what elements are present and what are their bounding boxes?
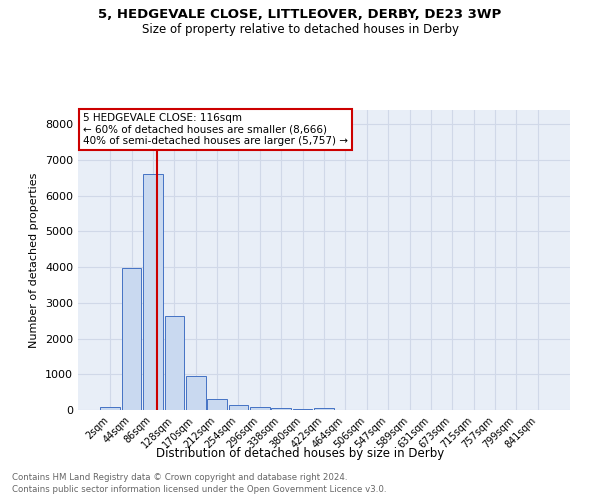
Bar [143,174,163,410]
Bar [164,316,184,410]
Bar [250,407,269,410]
Text: Contains public sector information licensed under the Open Government Licence v3: Contains public sector information licen… [12,485,386,494]
Bar [293,408,313,410]
Text: Contains HM Land Registry data © Crown copyright and database right 2024.: Contains HM Land Registry data © Crown c… [12,472,347,482]
Bar [271,408,291,410]
Text: 5 HEDGEVALE CLOSE: 116sqm
← 60% of detached houses are smaller (8,666)
40% of se: 5 HEDGEVALE CLOSE: 116sqm ← 60% of detac… [83,113,348,146]
Bar [186,376,206,410]
Text: Distribution of detached houses by size in Derby: Distribution of detached houses by size … [156,448,444,460]
Bar [229,406,248,410]
Bar [207,399,227,410]
Y-axis label: Number of detached properties: Number of detached properties [29,172,40,348]
Text: Size of property relative to detached houses in Derby: Size of property relative to detached ho… [142,22,458,36]
Text: 5, HEDGEVALE CLOSE, LITTLEOVER, DERBY, DE23 3WP: 5, HEDGEVALE CLOSE, LITTLEOVER, DERBY, D… [98,8,502,20]
Bar [314,408,334,410]
Bar [100,407,120,410]
Bar [122,268,142,410]
